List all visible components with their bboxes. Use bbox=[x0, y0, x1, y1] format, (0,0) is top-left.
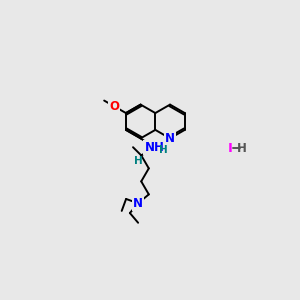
Text: H: H bbox=[134, 156, 143, 166]
Text: I: I bbox=[228, 142, 233, 154]
Text: N: N bbox=[165, 132, 175, 145]
Text: O: O bbox=[109, 100, 119, 113]
Text: H: H bbox=[237, 142, 247, 154]
Text: H: H bbox=[159, 145, 167, 155]
Text: NH: NH bbox=[144, 141, 164, 154]
Text: N: N bbox=[133, 197, 143, 210]
